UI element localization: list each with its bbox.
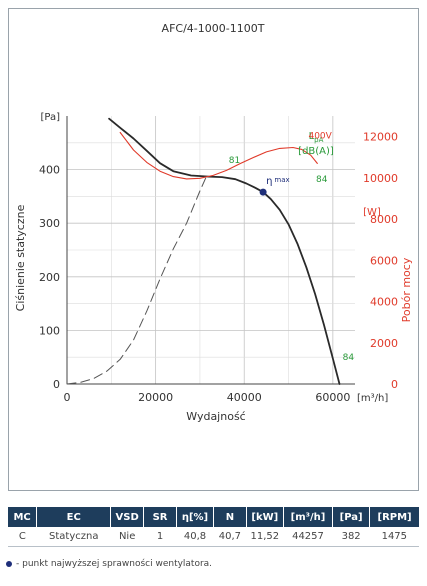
spec-table: MC EC VSD SR η[%] N [kW] [m³/h] [Pa] [RP… <box>8 507 419 547</box>
x-tick-label: 40000 <box>227 391 262 404</box>
y-tick-label: 300 <box>39 217 60 230</box>
x-axis-unit: [m³/h] <box>357 393 388 404</box>
legend-text: - punkt najwyższej sprawności wentylator… <box>16 559 213 569</box>
chart-title: AFC/4-1000-1100T <box>162 22 265 35</box>
y2-tick-label: 6000 <box>370 254 398 267</box>
y2-axis-label: Pobór mocy <box>400 257 413 322</box>
header-cell: VSD <box>110 507 145 527</box>
axes <box>66 116 355 385</box>
y2-tick-label: 8000 <box>370 213 398 226</box>
x-tick-label: 60000 <box>315 391 350 404</box>
annotation-label: 400V <box>308 132 332 142</box>
x-axis-label: Wydajność <box>186 410 245 423</box>
header-cell: SR <box>143 507 177 527</box>
y-tick-label: 0 <box>53 378 60 391</box>
y2-tick-label: 2000 <box>370 337 398 350</box>
spec-table-header: MC EC VSD SR η[%] N [kW] [m³/h] [Pa] [RP… <box>8 507 419 527</box>
header-cell: [Pa] <box>332 507 371 527</box>
chart-frame <box>8 8 419 491</box>
y-tick-label: 400 <box>39 164 60 177</box>
y2-tick-label: 4000 <box>370 296 398 309</box>
lpa-label: LpA <box>309 131 324 144</box>
eta-max-point <box>259 188 267 196</box>
legend: - punkt najwyższej sprawności wentylator… <box>6 559 212 569</box>
eta-max-label: η max <box>266 176 290 187</box>
header-cell: EC <box>36 507 112 527</box>
header-cell: η[%] <box>176 507 214 527</box>
annotation-label: 84 <box>343 353 355 363</box>
annotation-label: 81 <box>229 156 240 166</box>
table-cell: 44257 <box>283 527 333 547</box>
y2-tick-label: 0 <box>391 378 398 391</box>
header-cell: N <box>213 507 247 527</box>
performance-chart: AFC/4-1000-1100T 0 20000 40000 60000 [m³/h]W… <box>14 22 413 423</box>
x-tick-label: 0 <box>64 391 71 404</box>
curves <box>66 117 341 385</box>
y2-tick-label: 10000 <box>363 172 398 185</box>
y-tick-label: 100 <box>39 324 60 337</box>
table-row: C Statyczna Nie 1 40,8 40,7 11,52 44257 … <box>8 527 419 547</box>
table-cell: 1 <box>143 527 177 547</box>
table-cell: C <box>8 527 37 547</box>
header-cell: [kW] <box>246 507 284 527</box>
table-cell: 1475 <box>369 527 419 547</box>
table-cell: 382 <box>332 527 370 547</box>
pressure-curve <box>108 117 341 385</box>
x-tick-label: 20000 <box>138 391 173 404</box>
y-axis-unit: [Pa] <box>40 112 60 123</box>
table-cell: 40,8 <box>176 527 214 547</box>
eta-max-dot-icon <box>6 561 12 567</box>
table-cell: 11,52 <box>246 527 284 547</box>
table-cell: 40,7 <box>213 527 247 547</box>
table-cell: Statyczna <box>36 527 111 547</box>
y2-axis-unit: [W] <box>363 207 381 218</box>
header-cell: [m³/h] <box>283 507 334 527</box>
header-cell: MC <box>8 507 38 527</box>
y2-tick-label: 12000 <box>363 131 398 144</box>
y-axis-label: Ciśnienie statyczne <box>14 204 27 311</box>
system-curve <box>66 175 208 385</box>
grid <box>67 116 355 384</box>
labels: 0 20000 40000 60000 [m³/h]Wydajność010020030… <box>14 112 413 423</box>
lpa-unit: [dB(A)] <box>298 146 334 157</box>
table-cell: Nie <box>110 527 144 547</box>
header-cell: [RPM] <box>369 507 419 527</box>
annotation-label: 84 <box>316 175 328 185</box>
power-curve <box>119 131 318 180</box>
y-tick-label: 200 <box>39 271 60 284</box>
